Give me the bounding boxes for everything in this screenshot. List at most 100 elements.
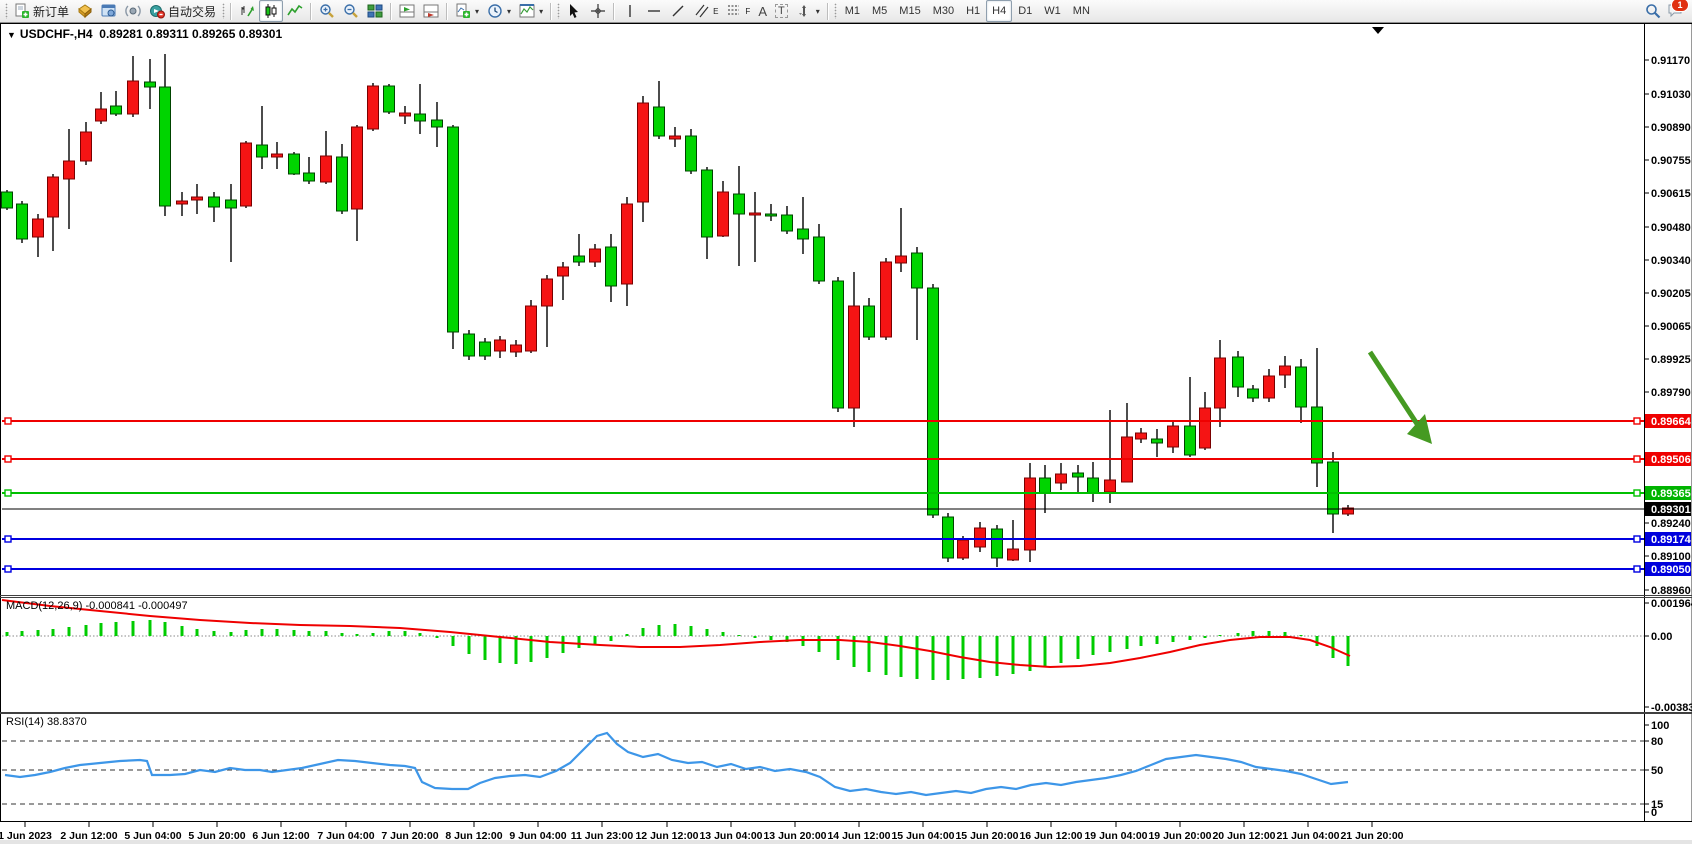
indicator-window-button[interactable] <box>395 0 419 22</box>
indicator-subwindow-button[interactable] <box>419 0 443 22</box>
candle-body <box>240 142 252 207</box>
fibonacci-tool-button[interactable]: F <box>722 0 754 22</box>
timeframe-w1-button[interactable]: W1 <box>1044 5 1061 17</box>
line-handle[interactable] <box>1633 565 1641 573</box>
candle-body <box>653 106 665 137</box>
zoom-out-button[interactable] <box>339 0 363 22</box>
timeframe-m15-button[interactable]: M15 <box>899 5 921 17</box>
candlestick-chart-type-button[interactable] <box>259 0 284 22</box>
line-handle[interactable] <box>4 489 12 497</box>
line-handle[interactable] <box>1633 417 1641 425</box>
candle-body <box>351 126 363 210</box>
broadcast-button[interactable] <box>121 0 145 22</box>
horizontal-line-icon <box>648 10 661 12</box>
timeframe-m1-button[interactable]: M1 <box>844 5 861 17</box>
trendline-tool-button[interactable] <box>666 0 690 22</box>
tile-windows-button[interactable] <box>363 0 387 22</box>
line-handle[interactable] <box>4 417 12 425</box>
time-axis-tick-label: 2 Jun 12:00 <box>60 830 117 842</box>
horizontal-line-tool-button[interactable] <box>642 0 666 22</box>
line-handle[interactable] <box>1633 535 1641 543</box>
timeframe-h4-button[interactable]: H4 <box>986 0 1013 22</box>
line-handle[interactable] <box>4 455 12 463</box>
line-handle[interactable] <box>1633 489 1641 497</box>
line-handle[interactable] <box>1633 455 1641 463</box>
price-axis-tick-label: 0.89925 <box>1651 354 1691 366</box>
price-axis-tick-label: 0.90340 <box>1651 255 1691 267</box>
chart-title-caret-icon[interactable]: ▼ <box>7 30 16 40</box>
candle-body <box>159 86 171 207</box>
candle-body <box>1232 356 1244 388</box>
candle-body <box>80 131 92 162</box>
candle-body <box>176 200 188 205</box>
trend-arrow-line[interactable] <box>1367 350 1424 432</box>
chevron-down-icon[interactable]: ▾ <box>539 6 544 16</box>
scroll-position-marker[interactable] <box>1372 27 1384 34</box>
text-label-tool-icon: T <box>774 4 788 18</box>
new-order-button[interactable]: 新订单 <box>10 0 73 22</box>
timeframe-m30-button[interactable]: M30 <box>932 5 955 17</box>
tile-windows-icon <box>367 4 383 18</box>
timeframe-h1-button[interactable]: H1 <box>966 5 981 17</box>
chevron-down-icon[interactable]: ▾ <box>507 6 512 16</box>
text-label-tool-button[interactable]: T <box>771 0 792 22</box>
auto-trading-label: 自动交易 <box>168 4 217 19</box>
new-order-icon <box>15 3 29 18</box>
time-axis-tick-label: 14 Jun 12:00 <box>827 830 890 842</box>
price-axis-tick-label: 0.88960 <box>1651 585 1691 597</box>
arrows-tool-button[interactable]: ▾ <box>792 0 824 22</box>
channel-tool-sub-label: E <box>713 6 719 16</box>
toolbar-separator <box>390 2 393 20</box>
indicator-window-icon <box>399 4 415 18</box>
candle-body <box>1247 388 1259 399</box>
timeframe-m5-button[interactable]: M5 <box>872 5 888 17</box>
period-button[interactable]: ▾ <box>483 0 515 22</box>
candle-body <box>414 113 426 122</box>
crosshair-tool-button[interactable] <box>586 0 610 22</box>
chevron-down-icon[interactable]: ▾ <box>475 6 480 16</box>
zoom-in-button[interactable] <box>315 0 339 22</box>
profile-button[interactable] <box>73 0 97 22</box>
chart-ohlc-values: 0.89281 0.89311 0.89265 0.89301 <box>99 27 283 41</box>
price-badge-label: 0.89050 <box>1651 564 1691 576</box>
candle-body <box>494 339 506 352</box>
price-badge <box>1645 502 1691 516</box>
market-watch-button[interactable] <box>97 0 121 22</box>
add-indicator-button[interactable]: ▾ <box>451 0 483 22</box>
candle-body <box>685 135 697 172</box>
timeframe-mn-button[interactable]: MN <box>1072 5 1090 17</box>
bar-chart-type-button[interactable] <box>235 0 259 22</box>
price-badge <box>1645 452 1691 466</box>
toolbar-grip <box>557 3 561 19</box>
text-tool-button[interactable]: A <box>754 0 771 22</box>
candle-body <box>589 248 601 263</box>
auto-trading-button[interactable]: 自动交易 <box>145 0 220 22</box>
candle-body <box>1055 473 1067 484</box>
candlestick-icon <box>265 4 277 18</box>
time-axis-background <box>0 822 1692 844</box>
timeframe-d1-button[interactable]: D1 <box>1018 5 1033 17</box>
chevron-down-icon[interactable]: ▾ <box>815 6 820 16</box>
crosshair-icon <box>591 4 606 18</box>
template-button[interactable]: ▾ <box>515 0 547 22</box>
price-badge-label: 0.89174 <box>1651 534 1692 546</box>
candle-body <box>813 236 825 282</box>
line-handle[interactable] <box>4 535 12 543</box>
candle-body <box>127 80 139 115</box>
candle-body <box>1214 357 1226 409</box>
clock-icon <box>488 4 502 18</box>
candle-body <box>208 196 220 208</box>
toolbar-separator <box>230 2 233 20</box>
candle-body <box>797 228 809 240</box>
notifications-button[interactable]: 1 <box>1667 0 1689 21</box>
line-handle[interactable] <box>4 565 12 573</box>
time-axis-tick-label: 15 Jun 20:00 <box>955 830 1018 842</box>
line-chart-type-button[interactable] <box>283 0 307 22</box>
candle-body <box>336 156 348 212</box>
cursor-tool-button[interactable] <box>562 0 586 22</box>
time-axis-tick-label: 5 Jun 20:00 <box>188 830 245 842</box>
search-icon[interactable] <box>1645 3 1661 19</box>
vertical-line-tool-button[interactable] <box>618 0 642 22</box>
channel-tool-button[interactable]: E <box>690 0 722 22</box>
